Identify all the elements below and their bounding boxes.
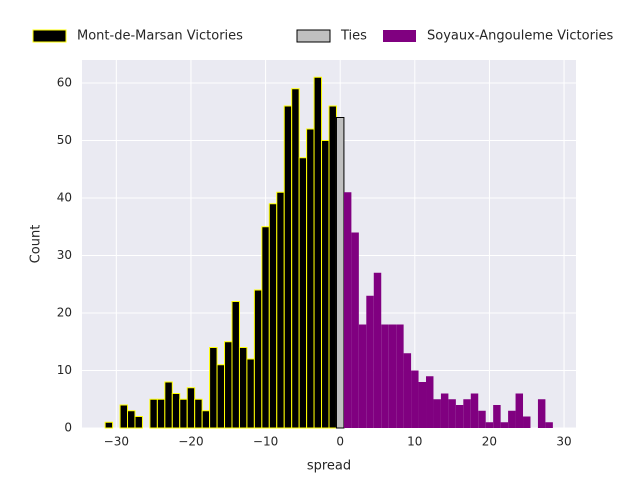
- histogram-bar: [433, 399, 441, 428]
- histogram-bar: [396, 324, 404, 428]
- histogram-bar: [508, 410, 516, 428]
- legend-label: Mont-de-Marsan Victories: [77, 29, 243, 44]
- histogram-bar: [291, 88, 300, 429]
- histogram-bar: [261, 226, 270, 429]
- histogram-bar: [426, 376, 434, 428]
- histogram-bar: [156, 398, 166, 429]
- histogram-bar: [246, 358, 255, 429]
- histogram-bar: [104, 421, 114, 429]
- histogram-bar: [493, 405, 501, 428]
- histogram-bar: [179, 398, 188, 429]
- histogram-bar: [411, 370, 419, 428]
- histogram-bar: [224, 341, 233, 429]
- histogram-bar: [388, 324, 397, 428]
- histogram-bar: [545, 422, 553, 428]
- histogram-bar: [373, 272, 382, 428]
- legend-label: Soyaux-Angouleme Victories: [427, 29, 614, 44]
- legend-swatch: [32, 29, 67, 43]
- x-tick-label: −10: [253, 435, 278, 449]
- histogram-bar: [335, 117, 345, 429]
- histogram-bar: [119, 404, 129, 429]
- histogram-bar: [216, 364, 226, 429]
- y-tick-label: 50: [57, 133, 72, 147]
- histogram-bar: [231, 301, 240, 429]
- legend-label: Ties: [340, 29, 367, 44]
- histogram-bar: [418, 382, 427, 428]
- histogram-bar: [440, 393, 449, 428]
- histogram-bar: [515, 393, 524, 428]
- histogram-bar: [186, 387, 196, 429]
- y-tick-label: 40: [57, 191, 72, 205]
- y-tick-label: 60: [57, 76, 72, 90]
- histogram-bar: [209, 347, 218, 429]
- histogram-bar: [523, 416, 531, 428]
- histogram-bar: [463, 399, 471, 428]
- histogram-bar: [149, 398, 158, 429]
- histogram-bar: [306, 128, 315, 429]
- histogram-bar: [381, 324, 389, 428]
- x-tick-label: 10: [407, 435, 422, 449]
- y-tick-label: 20: [57, 306, 72, 320]
- x-tick-label: 0: [336, 435, 344, 449]
- histogram-bar: [276, 191, 285, 429]
- histogram-bar: [500, 422, 509, 428]
- histogram-bar: [134, 416, 143, 429]
- histogram-bar: [321, 140, 330, 429]
- x-tick-label: 20: [482, 435, 497, 449]
- histogram-bar: [127, 410, 136, 429]
- legend-swatch: [296, 29, 331, 43]
- histogram-bar: [171, 393, 181, 429]
- histogram-bar: [238, 347, 248, 429]
- histogram-bar: [268, 203, 278, 429]
- histogram-bar: [253, 289, 263, 429]
- histogram-bar: [328, 105, 337, 429]
- histogram-bar: [164, 381, 173, 429]
- histogram-bar: [478, 410, 486, 428]
- histogram-bar: [470, 393, 479, 428]
- histogram-bar: [343, 192, 352, 428]
- histogram-bar: [455, 405, 464, 428]
- histogram-bar: [485, 422, 494, 428]
- histogram-bar: [448, 399, 456, 428]
- histogram-bar: [194, 398, 203, 429]
- x-tick-label: −30: [104, 435, 129, 449]
- histogram-bar: [358, 324, 367, 428]
- histogram-bar: [403, 353, 412, 428]
- x-tick-label: 30: [556, 435, 571, 449]
- histogram-bar: [313, 76, 323, 429]
- histogram-bar: [283, 105, 293, 429]
- y-axis-label: Count: [29, 225, 44, 264]
- legend-swatch: [383, 30, 416, 42]
- histogram-bar: [366, 295, 374, 428]
- x-tick-label: −20: [178, 435, 203, 449]
- y-tick-label: 30: [57, 248, 72, 262]
- histogram-bar: [201, 410, 211, 429]
- histogram-bar: [351, 232, 359, 428]
- y-tick-label: 10: [57, 363, 72, 377]
- y-tick-label: 0: [64, 421, 72, 435]
- x-axis-label: spread: [307, 459, 351, 474]
- histogram-bar: [537, 399, 546, 428]
- histogram-bar: [298, 157, 308, 429]
